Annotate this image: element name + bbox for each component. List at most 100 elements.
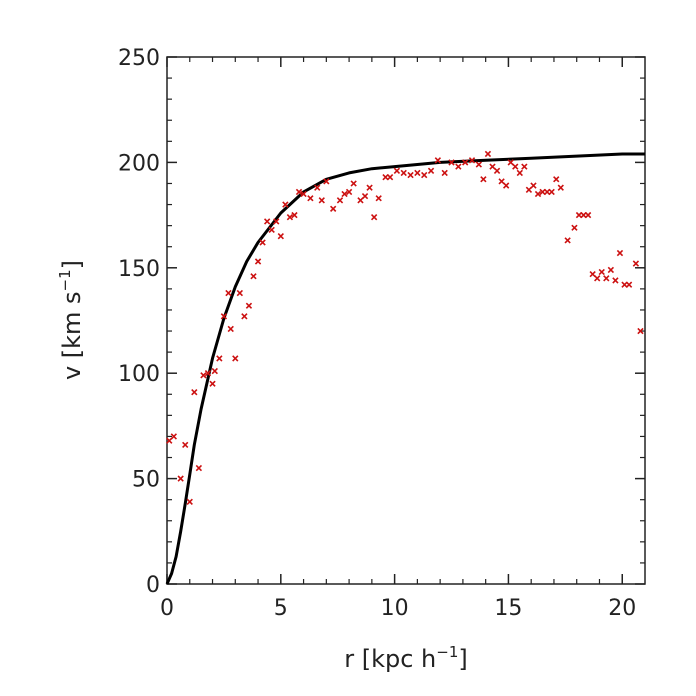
data-point (295, 188, 303, 196)
x-tick-label: 5 (274, 596, 288, 621)
data-point (291, 211, 298, 219)
data-point (177, 475, 184, 482)
data-point (521, 163, 528, 170)
data-point (507, 159, 514, 166)
data-point (336, 197, 344, 204)
data-point (307, 195, 314, 202)
y-tick-label: 150 (118, 257, 160, 282)
data-point (603, 275, 610, 282)
data-point (200, 372, 207, 379)
data-point (263, 218, 271, 225)
data-point (227, 325, 234, 333)
data-point (236, 289, 244, 297)
data-point (484, 150, 492, 158)
data-point (366, 184, 373, 191)
data-point (273, 218, 280, 225)
data-point (277, 233, 284, 240)
data-point (220, 313, 228, 320)
data-point (448, 159, 455, 166)
data-point (286, 214, 294, 221)
data-point (632, 260, 640, 267)
data-point (607, 266, 615, 274)
x-axis-ticks: 0 5 10 15 20 (160, 57, 636, 621)
data-point (350, 180, 357, 187)
x-tick-label: 10 (381, 596, 409, 621)
x-tick-label: 15 (494, 596, 522, 621)
y-tick-label: 100 (118, 362, 160, 387)
data-point (598, 268, 605, 276)
model-curve (165, 152, 645, 585)
data-point (498, 178, 505, 185)
data-point (455, 163, 462, 170)
y-axis-ticks: 0 50 100 150 200 250 (118, 46, 645, 598)
data-point (232, 355, 239, 362)
data-point (407, 171, 414, 179)
data-point (616, 249, 624, 257)
data-point (375, 195, 382, 202)
data-point (489, 163, 496, 170)
data-point (516, 169, 523, 177)
data-point (427, 167, 435, 174)
y-tick-label: 0 (146, 573, 160, 598)
data-point (594, 275, 601, 282)
data-point (204, 370, 212, 377)
data-point (282, 201, 289, 208)
data-point (241, 313, 248, 320)
data-point (502, 182, 510, 189)
data-point (195, 464, 203, 472)
y-tick-label: 50 (132, 468, 160, 493)
data-point (182, 441, 189, 449)
data-point (400, 169, 407, 177)
x-axis-title: r [kpc h−1] (344, 643, 468, 673)
data-point (475, 161, 483, 168)
data-point (553, 176, 560, 183)
data-point (534, 190, 542, 198)
y-tick-label: 200 (118, 151, 160, 176)
data-point (441, 169, 448, 177)
data-point (254, 258, 262, 265)
data-point (530, 182, 537, 189)
data-point (414, 169, 421, 177)
data-point (493, 167, 501, 174)
data-point (612, 277, 619, 284)
plot-frame (166, 56, 646, 585)
data-point (589, 270, 596, 278)
data-point (564, 237, 571, 244)
x-tick-label: 20 (608, 596, 636, 621)
data-point (512, 163, 519, 170)
data-point (370, 214, 378, 221)
data-point (250, 273, 257, 280)
data-point (480, 176, 487, 183)
data-point (209, 380, 216, 387)
data-point (345, 188, 353, 196)
data-point (166, 437, 173, 444)
data-point (268, 226, 275, 234)
data-point (571, 224, 578, 231)
y-tick-label: 250 (118, 46, 160, 71)
x-tick-label: 0 (160, 596, 174, 621)
data-point (357, 197, 364, 204)
data-point (557, 184, 564, 191)
data-point (259, 239, 266, 246)
data-point (341, 190, 348, 198)
data-point (434, 157, 442, 164)
data-point (225, 289, 232, 297)
data-point (329, 205, 337, 212)
data-point (323, 178, 330, 185)
data-point (186, 498, 193, 505)
data-point (361, 192, 369, 200)
model-curve-layer (165, 152, 645, 585)
data-points-layer (166, 150, 644, 505)
data-point (216, 355, 223, 362)
data-point (170, 433, 177, 440)
data-point (393, 167, 401, 174)
data-point (318, 197, 325, 204)
data-point (525, 186, 533, 193)
data-point (211, 367, 218, 375)
data-point (625, 281, 633, 288)
data-point (468, 157, 476, 164)
data-point (421, 171, 428, 179)
data-point (314, 184, 321, 191)
data-point (386, 173, 394, 181)
